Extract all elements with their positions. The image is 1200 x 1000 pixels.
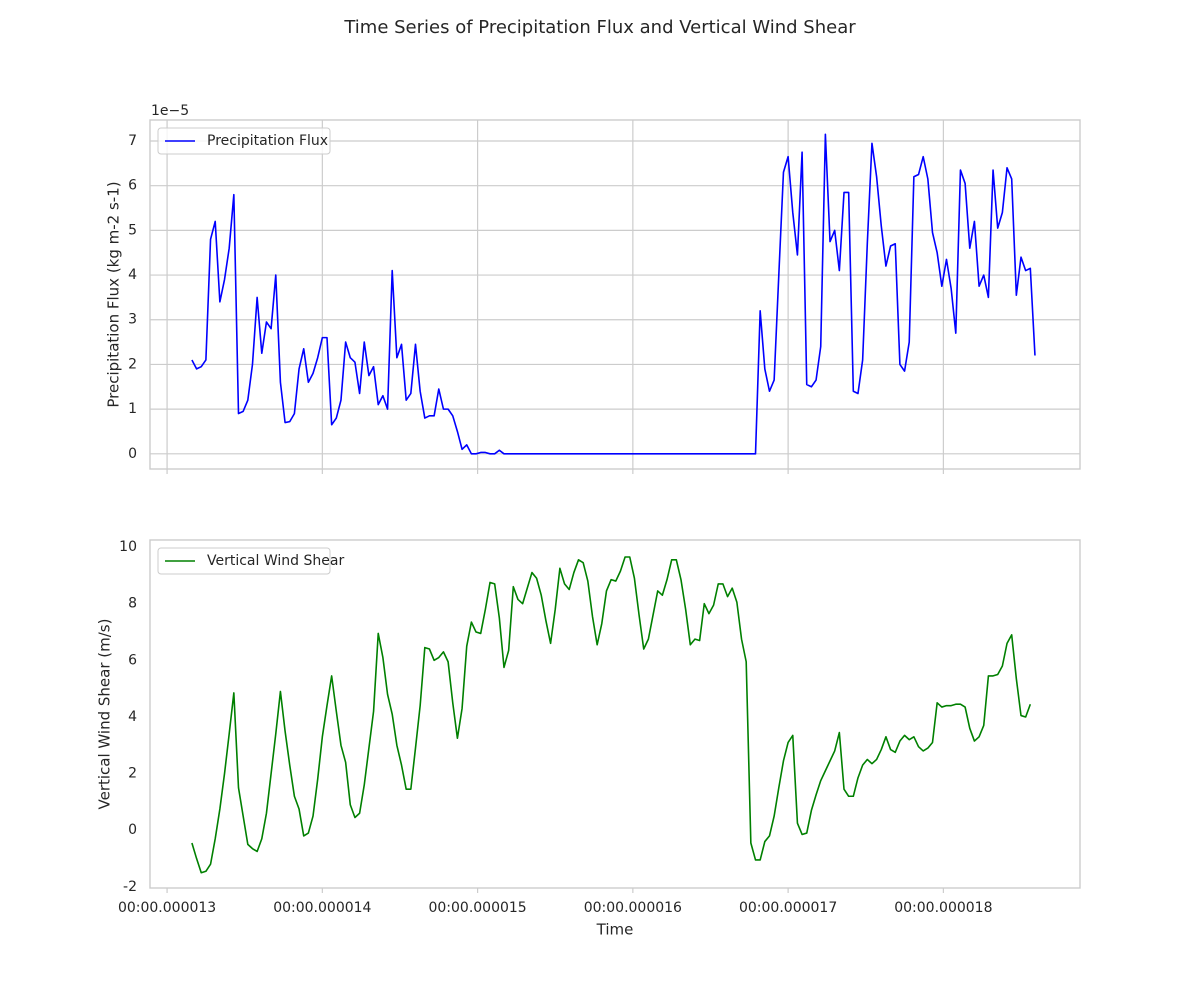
y-tick-label: 1 xyxy=(128,401,137,417)
y-tick-label: 5 xyxy=(128,222,137,238)
y-tick-label: 2 xyxy=(128,766,137,782)
y-tick-label: 2 xyxy=(128,356,137,372)
axes-frame xyxy=(149,119,1081,470)
y-axis-label: Precipitation Flux (kg m-2 s-1) xyxy=(105,181,123,407)
chart-title: Time Series of Precipitation Flux and Ve… xyxy=(343,17,856,38)
y-tick-label: 0 xyxy=(128,446,137,462)
y-tick-label: 4 xyxy=(128,709,137,725)
y-tick-label: -2 xyxy=(123,879,137,895)
y-tick-label: 0 xyxy=(128,822,137,838)
x-tick-label: 00:00.000018 xyxy=(894,900,992,916)
x-tick-label: 00:00.000014 xyxy=(273,900,371,916)
y-tick-label: 6 xyxy=(128,178,137,194)
x-tick-label: 00:00.000017 xyxy=(739,900,837,916)
legend-label: Precipitation Flux xyxy=(207,133,328,149)
data-line xyxy=(191,133,1036,455)
y-tick-label: 4 xyxy=(128,267,137,283)
y-offset-label: 1e−5 xyxy=(151,103,189,119)
legend-box xyxy=(157,127,331,155)
y-tick-label: 10 xyxy=(119,539,137,555)
y-tick-label: 7 xyxy=(128,133,137,149)
axes-frame xyxy=(149,539,1081,889)
x-axis-label: Time xyxy=(596,921,634,939)
y-tick-label: 3 xyxy=(128,312,137,328)
x-tick-label: 00:00.000013 xyxy=(118,900,216,916)
legend-box xyxy=(157,547,331,575)
x-tick-label: 00:00.000015 xyxy=(428,900,526,916)
y-axis-label: Vertical Wind Shear (m/s) xyxy=(96,619,114,810)
y-tick-label: 6 xyxy=(128,652,137,668)
legend-label: Vertical Wind Shear xyxy=(207,553,344,569)
y-tick-label: 8 xyxy=(128,596,137,612)
data-line xyxy=(191,556,1032,874)
x-tick-label: 00:00.000016 xyxy=(584,900,682,916)
